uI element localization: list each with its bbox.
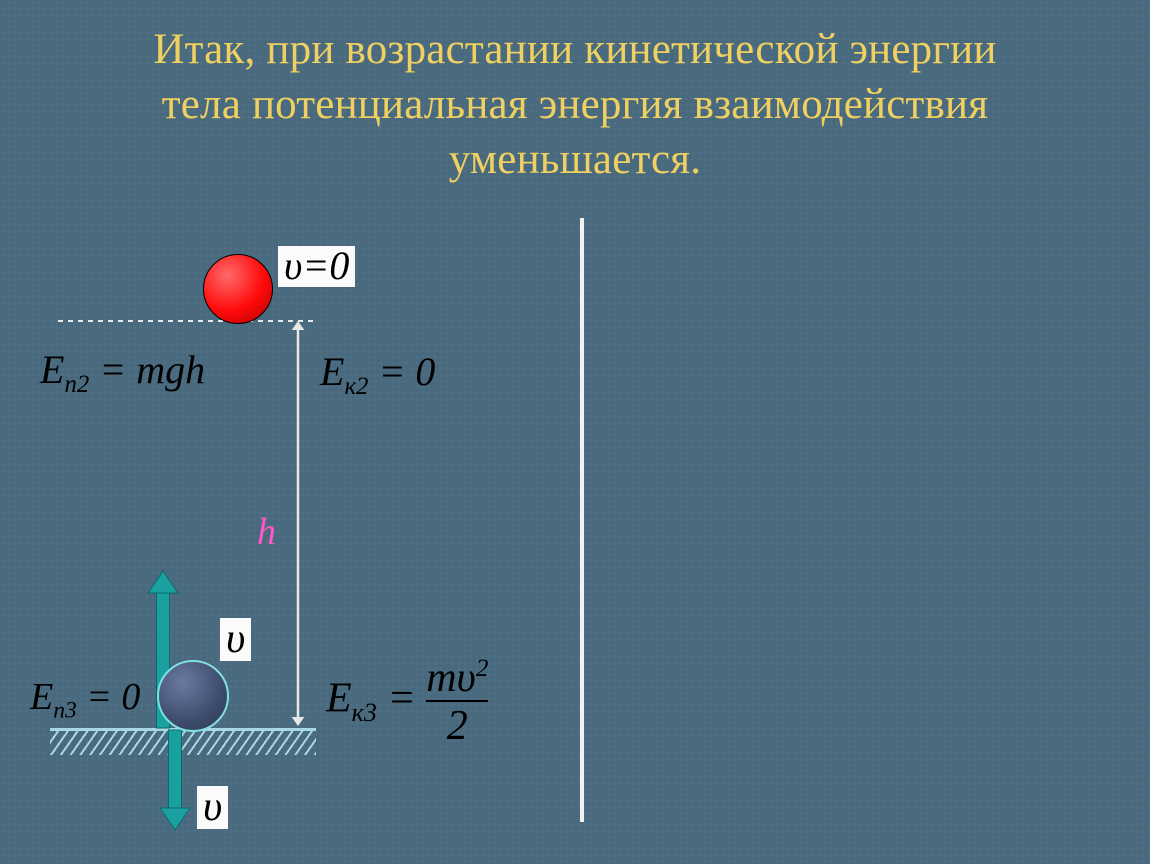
v-top-text: υ=0 (284, 243, 349, 288)
Ep3-sub: n3 (53, 698, 77, 724)
label-Ep2: En2 = mgh (40, 350, 205, 398)
Ek3-E: E (326, 676, 352, 722)
slide: Итак, при возрастании кинетической энерг… (0, 0, 1150, 864)
label-v-mid: υ (220, 618, 251, 661)
Ek3-sub: к3 (352, 698, 377, 727)
velocity-down-arrow (0, 0, 1150, 864)
Ek2-sub: к2 (344, 373, 368, 400)
Ep2-eq: = mgh (89, 347, 205, 392)
v-bottom-text: υ (203, 784, 222, 830)
label-Ek2: Eк2 = 0 (320, 352, 435, 400)
Ep3-eq: = 0 (77, 676, 141, 718)
label-v-equals-0: υ=0 (278, 246, 355, 287)
Ek3-den: 2 (426, 700, 488, 748)
Ek3-sup: 2 (476, 655, 489, 682)
Ek3-frac: mυ2 2 (426, 656, 488, 748)
Ep2-sub: n2 (64, 371, 89, 398)
v-mid-text: υ (226, 616, 245, 662)
Ep3-E: E (30, 676, 53, 718)
label-Ep3: En3 = 0 (30, 678, 140, 723)
Ek3-eq: = (377, 676, 426, 722)
Ek2-eq: = 0 (368, 349, 435, 394)
top-ball (203, 254, 273, 324)
bottom-ball (157, 660, 229, 732)
Ek3-num: mυ (426, 655, 476, 701)
label-v-bottom: υ (197, 786, 228, 829)
Ek2-E: E (320, 349, 344, 394)
h-text: h (257, 511, 276, 553)
label-Ek3: Eк3 = mυ2 2 (326, 656, 488, 748)
label-h: h (257, 510, 276, 554)
Ep2-E: E (40, 347, 64, 392)
